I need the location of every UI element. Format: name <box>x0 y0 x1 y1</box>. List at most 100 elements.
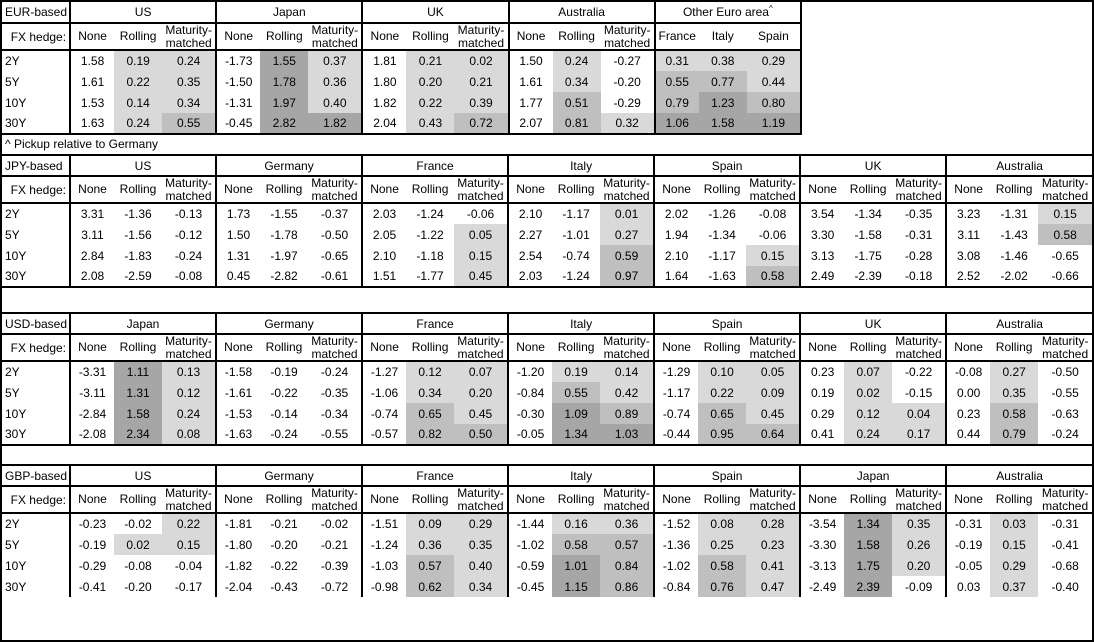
value-cell: 0.22 <box>114 71 163 92</box>
column-header-maturity-matched: Maturity-matched <box>1038 176 1092 204</box>
value-cell: -1.63 <box>215 424 261 445</box>
column-header-rolling: Rolling <box>552 23 601 51</box>
jpy-based-table: JPY-based US Germany France Italy Spain UK Aust… <box>2 154 1092 288</box>
value-cell: -1.56 <box>124 227 152 242</box>
value-cell: 0.09 <box>406 513 455 534</box>
value-cell: 0.58 <box>698 555 747 576</box>
column-header-rolling: Rolling <box>114 23 163 51</box>
value-cell: -0.31 <box>945 513 991 534</box>
value-cell: -1.18 <box>416 248 444 263</box>
value-cell: 0.64 <box>746 424 801 445</box>
column-header-none: None <box>215 23 261 51</box>
value-cell: 0.51 <box>552 92 601 113</box>
value-cell: -1.73 <box>215 50 261 71</box>
value-cell: 1.73 <box>215 203 261 224</box>
value-cell: 3.11 <box>69 224 114 245</box>
value-cell: 0.34 <box>454 576 509 597</box>
column-header-maturity-matched: Maturity-matched <box>600 176 655 204</box>
column-header-rolling: Rolling <box>114 176 162 204</box>
value-cell: -0.74 <box>653 403 699 424</box>
value-cell: 0.47 <box>746 576 801 597</box>
value-cell: -1.02 <box>507 534 553 555</box>
column-header-none: None <box>215 176 261 204</box>
column-header-maturity-matched: Maturity-matched <box>454 486 509 514</box>
value-cell: 0.58 <box>552 534 601 555</box>
value-cell: 0.02 <box>114 534 162 555</box>
value-cell: -3.11 <box>69 382 114 403</box>
value-cell: 0.19 <box>114 50 163 71</box>
value-cell: 2.02 <box>653 203 699 224</box>
fx-hedge-label: FX hedge: <box>2 23 71 51</box>
country-header: Japan <box>215 2 363 24</box>
column-header-rolling: Rolling <box>844 486 893 514</box>
value-cell: -0.08 <box>124 558 152 573</box>
value-cell: -2.08 <box>69 424 114 445</box>
fx-hedge-header-row: FX hedge: None Rolling Maturity-matched None… <box>2 486 1092 514</box>
value-cell: 1.82 <box>308 113 363 134</box>
column-header-maturity-matched: Maturity-matched <box>308 486 363 514</box>
value-cell: -0.84 <box>507 382 553 403</box>
column-header-none: None <box>361 176 407 204</box>
value-cell: -1.97 <box>270 248 298 263</box>
value-cell: -1.77 <box>416 269 444 283</box>
value-cell: 0.24 <box>552 50 601 71</box>
value-cell: 0.17 <box>892 424 947 445</box>
column-header-rolling: Rolling <box>406 486 455 514</box>
value-cell: -0.31 <box>904 227 933 242</box>
value-cell: 0.19 <box>552 361 601 382</box>
value-cell: 3.11 <box>945 224 991 245</box>
value-cell: -0.29 <box>69 555 114 576</box>
table-row: 30Y 2.08 -2.59 -0.08 0.45 -2.82 -0.61 1.51 -1.77… <box>2 266 1092 287</box>
table-row: 30Y -2.08 2.34 0.08 -1.63 -0.24 -0.55 -0.57 0.82… <box>2 424 1092 445</box>
column-header-maturity-matched: Maturity-matched <box>308 23 363 51</box>
value-cell: -0.28 <box>904 248 933 263</box>
country-header: Germany <box>215 155 363 177</box>
value-cell: 0.25 <box>698 534 747 555</box>
value-cell: 1.09 <box>552 403 601 424</box>
value-cell: 0.55 <box>162 113 217 134</box>
table-row: 10Y 1.53 0.14 0.34 -1.31 1.97 0.40 1.82 0.22 0.39… <box>2 92 801 113</box>
column-header-none: None <box>361 486 407 514</box>
country-header: Spain <box>653 465 801 487</box>
column-header-rolling: Rolling <box>844 334 893 362</box>
value-cell: -0.06 <box>758 227 787 242</box>
value-cell: 0.62 <box>406 576 455 597</box>
value-cell: 1.51 <box>361 266 407 287</box>
value-cell: -0.22 <box>270 558 298 573</box>
value-cell: 0.58 <box>1038 224 1092 245</box>
column-header-maturity-matched: Maturity-matched <box>892 334 947 362</box>
value-cell: 0.14 <box>600 361 655 382</box>
column-header-maturity-matched: Maturity-matched <box>162 486 217 514</box>
value-cell: 0.42 <box>600 382 655 403</box>
tenor-label: 30Y <box>5 579 27 594</box>
value-cell: 0.03 <box>945 576 991 597</box>
value-cell: -0.66 <box>1051 269 1079 283</box>
value-cell: -0.08 <box>174 269 203 283</box>
country-header: Italy <box>507 313 655 335</box>
country-header: UK <box>799 155 947 177</box>
value-cell: 0.40 <box>454 555 509 576</box>
value-cell: 0.23 <box>945 403 991 424</box>
value-cell: 0.35 <box>990 382 1039 403</box>
column-header-maturity-matched: Maturity-matched <box>162 176 217 204</box>
tenor-label: 30Y <box>5 427 27 441</box>
value-cell: -0.45 <box>215 113 261 134</box>
value-cell: -0.14 <box>270 406 298 421</box>
value-cell: 1.34 <box>552 424 601 445</box>
value-cell: 0.65 <box>406 403 455 424</box>
tenor-label: 5Y <box>5 227 20 242</box>
value-cell: 0.34 <box>406 382 455 403</box>
value-cell: -0.13 <box>174 207 203 221</box>
value-cell: 0.86 <box>600 576 655 597</box>
value-cell: 0.72 <box>454 113 509 134</box>
value-cell: 2.03 <box>361 203 407 224</box>
value-cell: -1.51 <box>361 513 407 534</box>
value-cell: -0.50 <box>1051 365 1079 379</box>
value-cell: -1.20 <box>507 361 553 382</box>
table-row: 5Y -3.11 1.31 0.12 -1.61 -0.22 -0.35 -1.06 0.34 0… <box>2 382 1092 403</box>
value-cell: 0.37 <box>990 576 1039 597</box>
value-cell: 0.29 <box>454 513 509 534</box>
column-header-rolling: Rolling <box>260 23 309 51</box>
base-currency-label: GBP-based <box>2 465 70 487</box>
